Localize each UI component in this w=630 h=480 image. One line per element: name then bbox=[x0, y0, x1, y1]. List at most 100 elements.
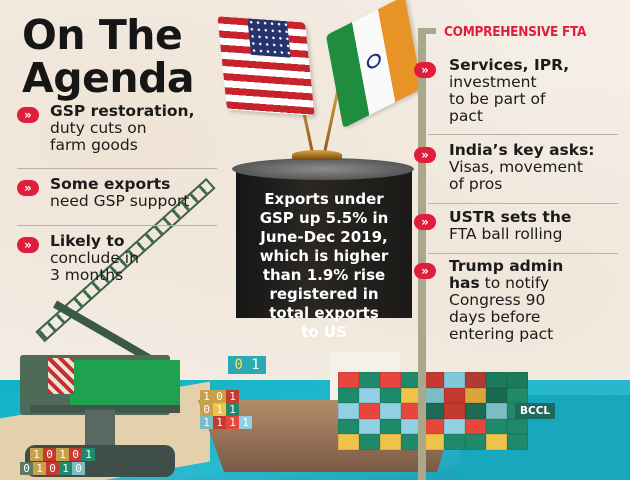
double-chevron-right-icon: » bbox=[17, 107, 39, 123]
shipping-container bbox=[506, 372, 528, 388]
flag-stand-base bbox=[292, 150, 342, 160]
shipping-container bbox=[506, 418, 528, 435]
fta-item-text: of pros bbox=[449, 175, 503, 193]
title-line: On The bbox=[22, 11, 183, 59]
fta-item-text: pact bbox=[449, 107, 483, 125]
shipping-container bbox=[359, 418, 381, 435]
shipping-container bbox=[338, 372, 360, 388]
shipping-container bbox=[485, 418, 507, 435]
fta-item-heading: has bbox=[449, 274, 480, 292]
fta-item: Trump admin has to notify Congress 90 da… bbox=[449, 258, 563, 343]
center-tower bbox=[236, 168, 412, 318]
shipping-container bbox=[380, 387, 402, 404]
shipping-container bbox=[485, 372, 507, 388]
shipping-container bbox=[359, 372, 381, 388]
divider bbox=[428, 203, 618, 204]
fta-heading: COMPREHENSIVE FTA bbox=[444, 24, 587, 40]
agenda-item-text: duty cuts on bbox=[50, 119, 147, 137]
fta-item: USTR sets the FTA ball rolling bbox=[449, 209, 571, 243]
shipping-container bbox=[485, 403, 507, 419]
binary-cube: 0 1 bbox=[228, 356, 266, 374]
fta-item-text: Visas, movement bbox=[449, 158, 583, 176]
fta-side-bar bbox=[418, 28, 426, 480]
shipping-container bbox=[443, 372, 465, 388]
fta-item: India’s key asks: Visas, movement of pro… bbox=[449, 142, 595, 193]
binary-digit: 0 bbox=[46, 462, 59, 475]
binary-digit: 0 bbox=[69, 448, 82, 461]
fta-side-bar-cap bbox=[418, 28, 436, 34]
shipping-container bbox=[485, 434, 507, 450]
fta-item-text: to notify bbox=[484, 274, 550, 292]
page-title: On The Agenda bbox=[22, 11, 195, 102]
agenda-item: Likely to conclude in 3 months bbox=[50, 233, 139, 284]
double-chevron-right-icon: » bbox=[414, 147, 436, 163]
shipping-container bbox=[338, 387, 360, 404]
shipping-container bbox=[380, 403, 402, 419]
fta-item-heading: Trump admin bbox=[449, 257, 564, 275]
double-chevron-right-icon: » bbox=[17, 237, 39, 253]
shipping-container bbox=[443, 434, 465, 450]
shipping-container bbox=[359, 434, 381, 450]
shipping-container bbox=[443, 387, 465, 404]
binary-digit: 1 bbox=[200, 416, 213, 429]
crane-hazard-stripe bbox=[48, 358, 74, 394]
fta-item-heading: Services, IPR, bbox=[449, 56, 570, 74]
india-flag-illustration bbox=[325, 0, 423, 129]
shipping-container bbox=[506, 387, 528, 404]
stat-line: to US bbox=[301, 323, 347, 341]
binary-digit: 0 bbox=[20, 462, 33, 475]
agenda-item-heading: Some exports bbox=[50, 175, 171, 193]
binary-digit: 1 bbox=[213, 416, 226, 429]
divider bbox=[17, 168, 217, 169]
binary-digit: 1 bbox=[200, 390, 213, 403]
binary-digit: 1 bbox=[30, 448, 43, 461]
double-chevron-right-icon: » bbox=[414, 62, 436, 78]
binary-digit: 1 bbox=[239, 416, 252, 429]
center-stat-text: Exports under GSP up 5.5% in June-Dec 20… bbox=[236, 190, 412, 342]
agenda-item-text: need GSP support bbox=[50, 192, 190, 210]
us-flag-illustration bbox=[217, 16, 315, 116]
divider bbox=[428, 134, 618, 135]
agenda-item: GSP restoration, duty cuts on farm goods bbox=[50, 103, 194, 154]
fta-item-heading: India’s key asks: bbox=[449, 141, 595, 159]
shipping-container bbox=[359, 403, 381, 419]
shipping-container bbox=[506, 434, 528, 450]
shipping-container bbox=[464, 403, 486, 419]
fta-item: Services, IPR, investment to be part of … bbox=[449, 57, 569, 125]
shipping-container bbox=[380, 372, 402, 388]
binary-digit: 1 bbox=[213, 403, 226, 416]
double-chevron-right-icon: » bbox=[414, 263, 436, 279]
fta-item-text: Congress 90 bbox=[449, 291, 546, 309]
shipping-container bbox=[464, 372, 486, 388]
binary-digit: 1 bbox=[59, 462, 72, 475]
credit-badge: BCCL bbox=[515, 403, 556, 419]
stat-line: which is higher bbox=[259, 247, 389, 265]
binary-digit: 1 bbox=[226, 403, 239, 416]
binary-digit: 0 bbox=[72, 462, 85, 475]
stat-line: June-Dec 2019, bbox=[260, 228, 388, 246]
title-line: Agenda bbox=[22, 54, 195, 102]
crane-deck-illustration bbox=[30, 405, 180, 413]
divider bbox=[428, 253, 618, 254]
stat-line: registered in bbox=[269, 285, 379, 303]
ashoka-chakra-icon bbox=[365, 51, 382, 72]
stat-line: than 1.9% rise bbox=[262, 266, 386, 284]
binary-digit: 1 bbox=[56, 448, 69, 461]
binary-digit: 0 bbox=[234, 357, 243, 373]
shipping-container bbox=[338, 418, 360, 435]
shipping-container bbox=[464, 418, 486, 435]
shipping-container bbox=[338, 434, 360, 450]
shipping-container bbox=[443, 418, 465, 435]
binary-digit: 1 bbox=[226, 416, 239, 429]
stat-line: total exports bbox=[269, 304, 379, 322]
stat-line: Exports under bbox=[264, 190, 384, 208]
divider bbox=[17, 225, 217, 226]
shipping-container bbox=[485, 387, 507, 404]
shipping-container bbox=[338, 403, 360, 419]
fta-item-text: to be part of bbox=[449, 90, 546, 108]
shipping-container bbox=[380, 418, 402, 435]
binary-digit: 0 bbox=[200, 403, 213, 416]
shipping-containers bbox=[338, 372, 528, 450]
fta-item-text: FTA ball rolling bbox=[449, 225, 563, 243]
